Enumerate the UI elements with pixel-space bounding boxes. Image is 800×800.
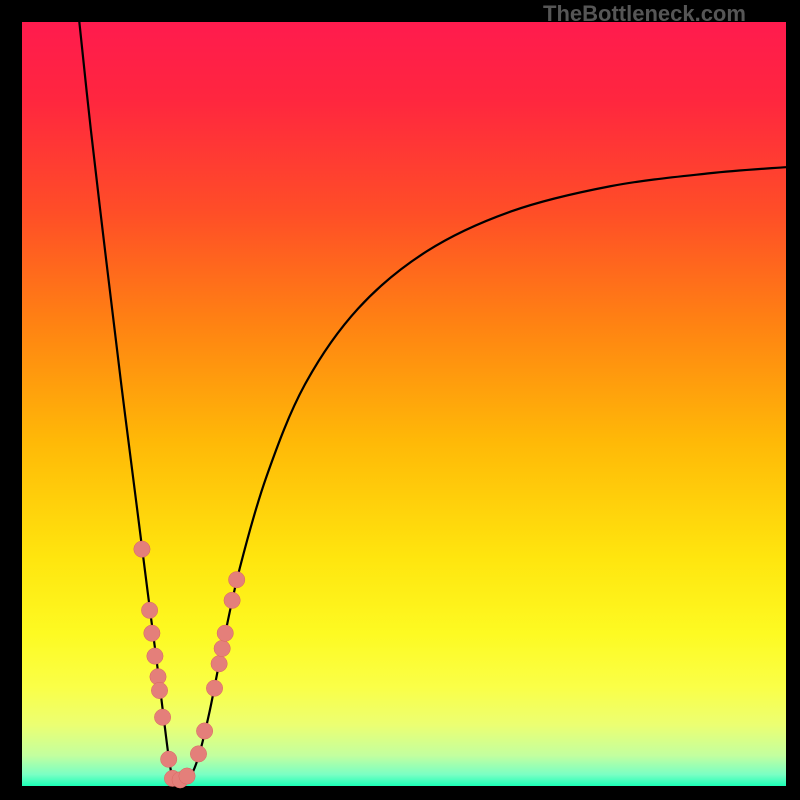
watermark-text: TheBottleneck.com <box>543 1 746 27</box>
frame-bottom <box>0 786 800 800</box>
frame-right <box>786 0 800 800</box>
chart-container: TheBottleneck.com <box>0 0 800 800</box>
gradient-background <box>0 0 800 800</box>
frame-left <box>0 0 22 800</box>
